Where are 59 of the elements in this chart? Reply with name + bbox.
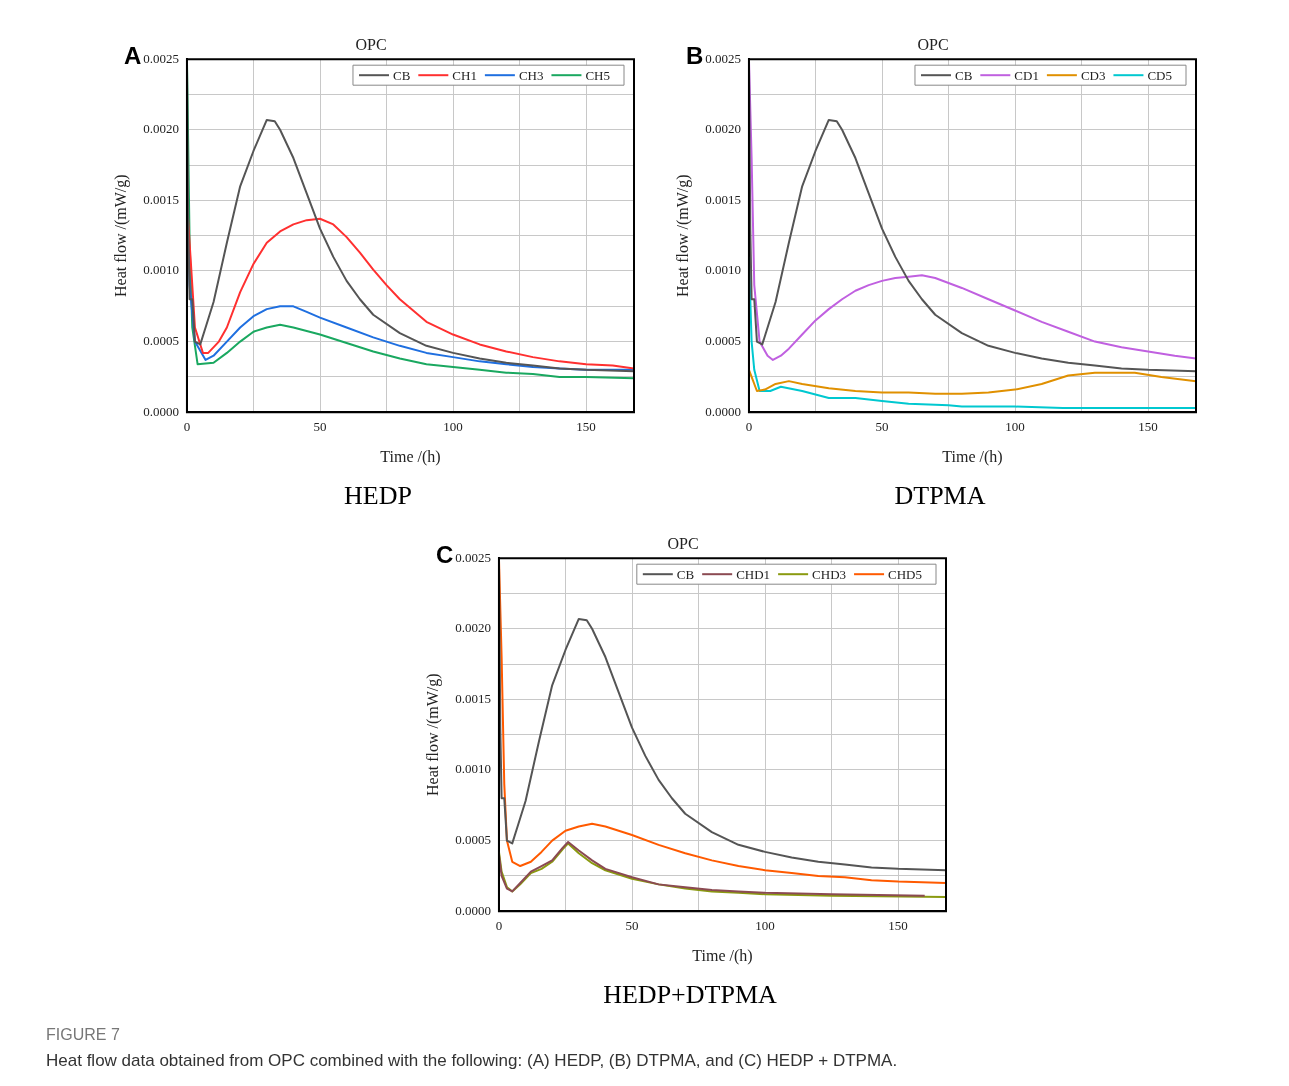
legend-label: CB <box>392 67 411 83</box>
y-tick-label: 0.0015 <box>455 690 491 706</box>
text: Heat flow data obtained from OPC combined with the following: (A) HEDP, (B) DTPMA, and (C) HEDP + DTPMA. <box>46 1051 898 1071</box>
x-tick-label: 0 <box>745 419 753 435</box>
text: B <box>686 42 704 70</box>
y-tick-label: 0.0005 <box>455 832 491 848</box>
y-tick-label: 0.0010 <box>455 761 491 777</box>
legend-label: CH1 <box>452 67 477 83</box>
y-tick-label: 0.0025 <box>455 549 491 565</box>
chart-title: OPC <box>917 35 949 53</box>
x-tick-label: 100 <box>755 918 775 934</box>
x-axis-title: Time /(h) <box>942 447 1003 466</box>
legend-label: CH5 <box>585 67 610 83</box>
legend-label: CHD3 <box>812 566 847 582</box>
y-tick-label: 0.0010 <box>705 262 741 278</box>
legend-label: CD5 <box>1147 67 1172 83</box>
y-tick-label: 0.0020 <box>143 121 179 137</box>
text: HEDP <box>343 481 413 511</box>
x-tick-label: 150 <box>888 918 908 934</box>
legend-label: CD3 <box>1080 67 1106 83</box>
y-tick-label: 0.0000 <box>455 902 491 918</box>
x-tick-label: 50 <box>313 419 327 435</box>
x-tick-label: 150 <box>576 419 596 435</box>
y-tick-label: 0.0005 <box>143 333 179 349</box>
text: HEDP+DTPMA <box>602 980 778 1010</box>
x-tick-label: 50 <box>875 419 889 435</box>
y-axis-title: Heat flow /(mW/g) <box>111 174 130 298</box>
legend-label: CD1 <box>1014 67 1039 83</box>
legend-label: CHD5 <box>888 566 923 582</box>
legend-label: CH3 <box>518 67 544 83</box>
y-axis-title: Heat flow /(mW/g) <box>423 673 442 797</box>
legend-label: CB <box>954 67 973 83</box>
x-axis-title: Time /(h) <box>380 447 441 466</box>
y-tick-label: 0.0025 <box>705 50 741 66</box>
y-tick-label: 0.0000 <box>705 403 741 419</box>
y-tick-label: 0.0000 <box>143 403 179 419</box>
text: C <box>436 541 454 569</box>
x-tick-label: 150 <box>1138 419 1158 435</box>
y-tick-label: 0.0020 <box>705 121 741 137</box>
chart-title: OPC <box>355 35 387 53</box>
y-tick-label: 0.0005 <box>705 333 741 349</box>
x-tick-label: 0 <box>183 419 191 435</box>
x-tick-label: 0 <box>495 918 503 934</box>
y-tick-label: 0.0020 <box>455 620 491 636</box>
y-tick-label: 0.0015 <box>705 191 741 207</box>
y-axis-title: Heat flow /(mW/g) <box>673 174 692 298</box>
legend-label: CHD1 <box>736 566 771 582</box>
text: A <box>124 42 142 70</box>
x-tick-label: 50 <box>625 918 639 934</box>
x-tick-label: 100 <box>443 419 463 435</box>
x-tick-label: 100 <box>1005 419 1025 435</box>
text: DTPMA <box>893 481 987 511</box>
legend-label: CB <box>676 566 695 582</box>
y-tick-label: 0.0025 <box>143 50 179 66</box>
caption: FIGURE 7 <box>46 1026 120 1044</box>
y-tick-label: 0.0015 <box>143 191 179 207</box>
chart-title: OPC <box>667 534 699 552</box>
y-tick-label: 0.0010 <box>143 262 179 278</box>
x-axis-title: Time /(h) <box>692 946 753 965</box>
